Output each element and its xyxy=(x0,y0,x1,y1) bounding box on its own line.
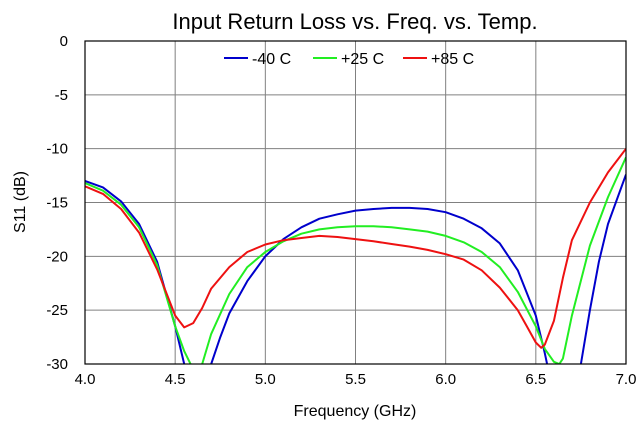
x-tick-label: 7.0 xyxy=(616,371,637,388)
x-tick-label: 5.0 xyxy=(255,371,276,388)
x-tick-label: 4.0 xyxy=(75,371,96,388)
legend-item: +85 C xyxy=(403,51,474,68)
y-tick-label: -5 xyxy=(55,87,68,104)
y-tick-labels: 0 -5 -10 -15 -20 -25 -30 xyxy=(46,33,68,373)
x-tick-label: 5.5 xyxy=(345,371,366,388)
y-tick-label: -10 xyxy=(46,141,68,158)
y-tick-label: 0 xyxy=(60,33,68,50)
chart-title: Input Return Loss vs. Freq. vs. Temp. xyxy=(172,9,537,34)
series-line xyxy=(85,174,626,364)
y-axis-title: S11 (dB) xyxy=(12,171,29,233)
x-tick-labels: 4.0 4.5 5.0 5.5 6.0 6.5 7.0 xyxy=(75,371,637,388)
y-tick-label: -30 xyxy=(46,356,68,373)
y-tick-label: -25 xyxy=(46,302,68,319)
x-tick-label: 6.0 xyxy=(435,371,456,388)
y-tick-label: -20 xyxy=(46,248,68,265)
legend-item: +25 C xyxy=(313,51,384,68)
y-tick-label: -15 xyxy=(46,195,68,212)
plot-frame xyxy=(84,40,627,365)
x-tick-label: 4.5 xyxy=(165,371,186,388)
series-lines xyxy=(85,148,626,364)
legend-label: +85 C xyxy=(431,51,474,68)
x-axis-title: Frequency (GHz) xyxy=(294,403,417,420)
x-tick-label: 6.5 xyxy=(525,371,546,388)
legend: -40 C +25 C +85 C xyxy=(224,51,474,68)
legend-label: -40 C xyxy=(252,51,291,68)
series-line xyxy=(85,156,626,364)
legend-label: +25 C xyxy=(341,51,384,68)
grid xyxy=(85,41,626,364)
series-line xyxy=(85,148,626,349)
legend-item: -40 C xyxy=(224,51,291,68)
